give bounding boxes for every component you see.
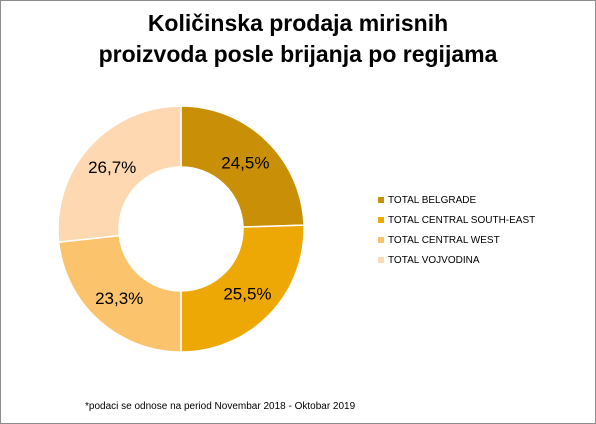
slice-value-label: 24,5% — [221, 154, 269, 173]
legend-label: TOTAL CENTRAL SOUTH-EAST — [388, 214, 536, 226]
donut-slice — [57, 234, 182, 353]
legend-swatch — [378, 237, 384, 243]
legend-item: TOTAL BELGRADE — [378, 190, 535, 210]
legend-item: TOTAL VOJVODINA — [378, 250, 535, 270]
slice-value-label: 23,3% — [95, 289, 143, 308]
legend-label: TOTAL VOJVODINA — [388, 254, 480, 266]
legend: TOTAL BELGRADE TOTAL CENTRAL SOUTH-EAST … — [378, 190, 535, 270]
slice-value-label: 25,5% — [223, 284, 271, 303]
chart-title-line-2: proizvoda posle brijanja po regijama — [98, 41, 498, 67]
slice-value-label: 26,7% — [88, 158, 136, 177]
legend-label: TOTAL BELGRADE — [388, 194, 477, 206]
legend-item: TOTAL CENTRAL WEST — [378, 230, 535, 250]
donut-slice — [57, 105, 182, 243]
chart-title-line-1: Količinska prodaja mirisnih — [147, 10, 449, 36]
donut-slice — [180, 224, 305, 353]
donut-slice — [180, 105, 305, 228]
chart-title: Količinska prodaja mirisnih proizvoda po… — [0, 8, 596, 70]
legend-label: TOTAL CENTRAL WEST — [388, 234, 500, 246]
legend-swatch — [378, 217, 384, 223]
legend-swatch — [378, 257, 384, 263]
legend-item: TOTAL CENTRAL SOUTH-EAST — [378, 210, 535, 230]
legend-swatch — [378, 197, 384, 203]
footnote: *podaci se odnose na period Novembar 201… — [85, 401, 356, 412]
